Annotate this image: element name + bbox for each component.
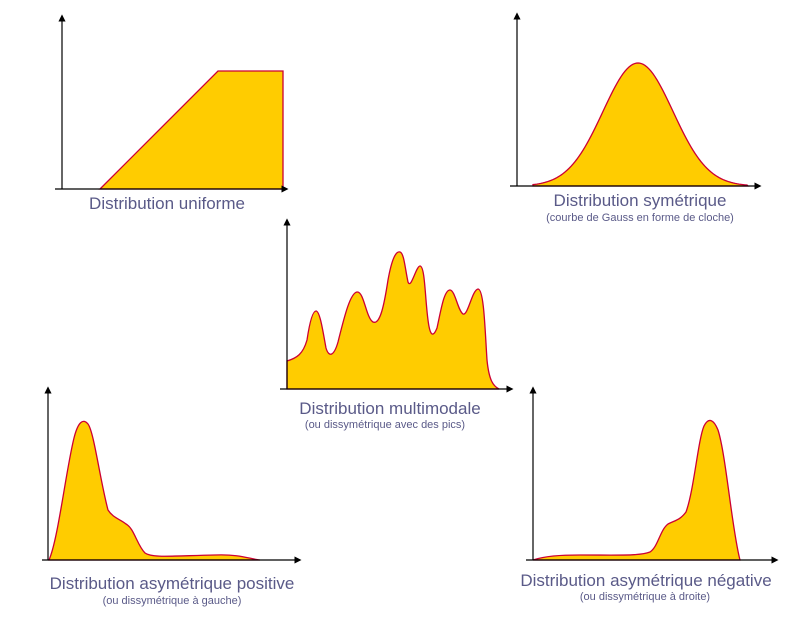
symmetric-subtitle: (courbe de Gauss en forme de cloche) bbox=[546, 212, 734, 224]
uniform-curve bbox=[98, 70, 284, 190]
symmetric-title: Distribution symétrique bbox=[553, 191, 727, 210]
positive-curve bbox=[47, 420, 261, 561]
panel-symmetric bbox=[510, 12, 762, 190]
panel-negative bbox=[526, 386, 779, 564]
panel-positive bbox=[42, 386, 302, 564]
negative-subtitle: (ou dissymétrique à droite) bbox=[579, 591, 711, 603]
uniform-title: Distribution uniforme bbox=[89, 194, 245, 213]
multimodal-subtitle: (ou dissymétrique avec des pics) bbox=[304, 419, 466, 431]
negative-title: Distribution asymétrique négative bbox=[520, 571, 772, 590]
multimodal-title: Distribution multimodale bbox=[299, 399, 481, 418]
positive-title: Distribution asymétrique positive bbox=[49, 574, 295, 593]
negative-curve bbox=[532, 419, 741, 561]
multimodal-curve bbox=[286, 251, 500, 390]
positive-subtitle: (ou dissymétrique à gauche) bbox=[102, 595, 242, 607]
panel-uniform bbox=[55, 14, 289, 193]
symmetric-curve bbox=[532, 62, 750, 187]
panel-multimodal bbox=[280, 218, 514, 393]
